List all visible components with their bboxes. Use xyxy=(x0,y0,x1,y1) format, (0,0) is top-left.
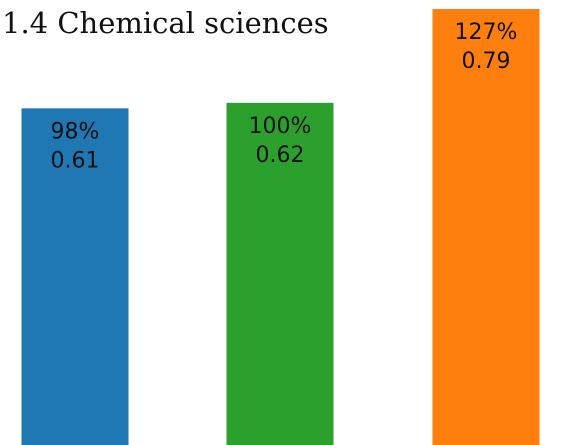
bar-1 xyxy=(21,108,129,445)
bar-percent-label-2: 100% xyxy=(249,114,312,139)
bar-value-label-1: 0.61 xyxy=(51,148,100,173)
bar-3 xyxy=(432,9,540,445)
bar-value-label-3: 0.79 xyxy=(462,49,511,74)
bar-2 xyxy=(226,102,334,445)
chart-title: 1.4 Chemical sciences xyxy=(2,6,329,40)
bar-percent-label-1: 98% xyxy=(51,119,100,144)
bar-value-label-2: 0.62 xyxy=(256,143,305,168)
bar-percent-label-3: 127% xyxy=(455,20,518,45)
